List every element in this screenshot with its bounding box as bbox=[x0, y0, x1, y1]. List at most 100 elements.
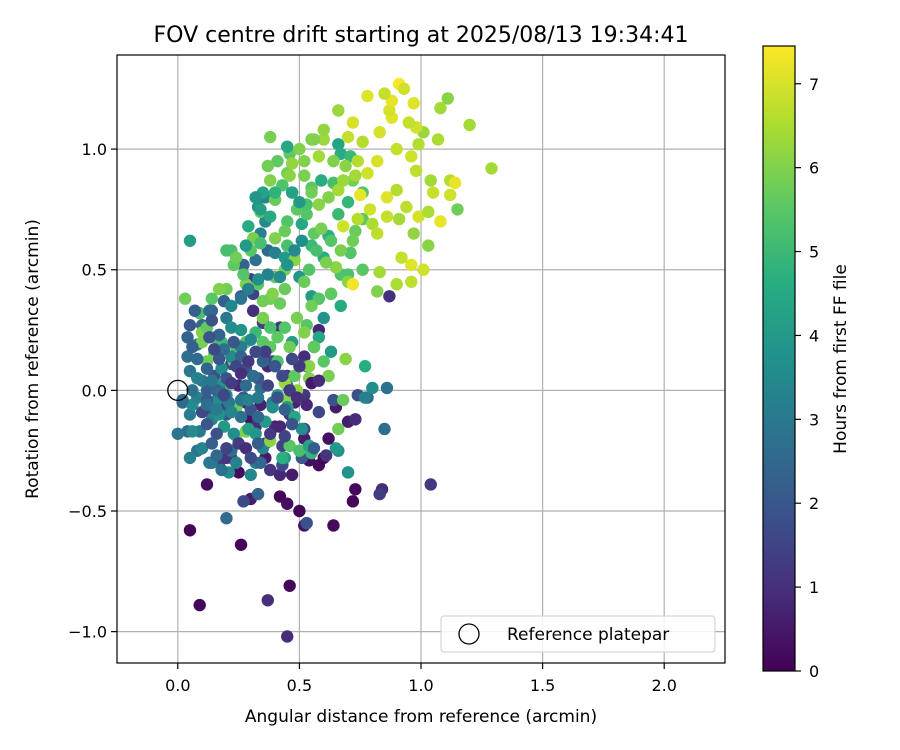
scatter-point bbox=[278, 321, 292, 334]
scatter-point bbox=[264, 210, 277, 223]
legend: Reference platepar bbox=[440, 615, 716, 653]
scatter-point bbox=[295, 234, 309, 247]
scatter-point bbox=[485, 162, 498, 175]
scatter-point bbox=[380, 381, 394, 395]
scatter-point bbox=[351, 212, 364, 226]
scatter-point bbox=[191, 352, 204, 366]
scatter-point bbox=[264, 321, 277, 334]
scatter-point bbox=[285, 157, 299, 170]
scatter-point bbox=[312, 150, 326, 163]
scatter-point bbox=[334, 244, 347, 257]
scatter-point bbox=[322, 432, 335, 445]
scatter-point bbox=[390, 142, 403, 156]
scatter-point bbox=[332, 104, 345, 117]
scatter-point bbox=[249, 427, 262, 440]
scatter-point bbox=[305, 299, 318, 313]
scatter-point bbox=[354, 188, 367, 202]
scatter-point bbox=[371, 227, 384, 240]
scatter-point bbox=[346, 278, 360, 291]
scatter-point bbox=[256, 335, 270, 349]
scatter-point bbox=[210, 427, 223, 440]
scatter-point bbox=[288, 369, 301, 383]
colorbar-tick-label: 1 bbox=[809, 578, 819, 597]
scatter-point bbox=[220, 311, 233, 325]
scatter-point bbox=[229, 456, 243, 469]
scatter-point bbox=[278, 282, 292, 296]
scatter-point bbox=[283, 340, 296, 354]
scatter-point bbox=[239, 239, 253, 252]
scatter-point bbox=[237, 495, 250, 508]
scatter-point bbox=[268, 232, 282, 245]
scatter-point bbox=[183, 524, 197, 537]
scatter-point bbox=[239, 442, 253, 455]
scatter-point bbox=[276, 369, 289, 383]
scatter-point bbox=[295, 217, 309, 231]
scatter-point bbox=[424, 174, 437, 187]
x-tick-label: 2.0 bbox=[651, 676, 676, 695]
scatter-point bbox=[407, 227, 420, 240]
scatter-point bbox=[281, 140, 294, 153]
scatter-point bbox=[200, 384, 214, 397]
scatter-point bbox=[422, 239, 435, 252]
chart-title: FOV centre drift starting at 2025/08/13 … bbox=[154, 23, 689, 48]
scatter-point bbox=[293, 142, 306, 156]
scatter-point bbox=[349, 413, 362, 426]
scatter-point bbox=[349, 483, 362, 496]
scatter-point bbox=[215, 463, 228, 477]
scatter-point bbox=[378, 422, 391, 436]
scatter-point bbox=[324, 287, 338, 301]
scatter-point bbox=[344, 246, 357, 260]
scatter-point bbox=[264, 174, 277, 187]
scatter-point bbox=[249, 345, 262, 358]
scatter-point bbox=[358, 360, 372, 373]
scatter-point bbox=[242, 220, 255, 233]
scatter-point bbox=[409, 164, 423, 178]
scatter-point bbox=[259, 345, 272, 358]
scatter-point bbox=[281, 497, 294, 510]
scatter-point bbox=[405, 258, 418, 272]
scatter-point bbox=[242, 355, 255, 368]
scatter-point bbox=[305, 186, 318, 199]
scatter-point bbox=[315, 174, 328, 187]
scatter-point bbox=[448, 176, 462, 190]
scatter-point bbox=[405, 150, 418, 163]
scatter-point bbox=[200, 398, 214, 412]
scatter-point bbox=[332, 208, 345, 221]
scatter-point bbox=[441, 92, 454, 105]
scatter-point bbox=[341, 130, 355, 144]
scatter-point bbox=[298, 169, 311, 182]
scatter-point bbox=[307, 133, 321, 146]
scatter-point bbox=[220, 512, 233, 525]
scatter-point bbox=[285, 352, 299, 366]
scatter-point bbox=[200, 362, 214, 375]
scatter-point bbox=[285, 186, 299, 199]
scatter-point bbox=[329, 442, 343, 455]
scatter-point bbox=[324, 234, 338, 247]
scatter-point bbox=[339, 159, 352, 173]
scatter-point bbox=[264, 463, 277, 477]
scatter-point bbox=[434, 101, 447, 115]
scatter-point bbox=[283, 439, 296, 453]
scatter-point bbox=[251, 273, 265, 286]
scatter-point bbox=[276, 451, 289, 465]
scatter-point bbox=[336, 220, 350, 233]
colorbar-tick-label: 7 bbox=[809, 75, 819, 94]
scatter-point bbox=[329, 261, 343, 274]
scatter-point bbox=[397, 82, 411, 95]
scatter-point bbox=[203, 331, 216, 344]
scatter-point bbox=[322, 191, 335, 204]
scatter-point bbox=[319, 449, 333, 462]
scatter-point bbox=[290, 311, 304, 325]
scatter-point bbox=[443, 188, 457, 202]
scatter-point bbox=[212, 328, 226, 342]
y-tick-label: 1.0 bbox=[82, 140, 107, 159]
scatter-point bbox=[237, 268, 250, 281]
scatter-point bbox=[234, 410, 248, 424]
scatter-point bbox=[332, 422, 345, 436]
scatter-point bbox=[383, 104, 396, 117]
scatter-point bbox=[244, 451, 257, 465]
scatter-point bbox=[383, 290, 396, 303]
scatter-point bbox=[210, 403, 223, 416]
scatter-point bbox=[317, 311, 330, 325]
colorbar-tick-label: 3 bbox=[809, 410, 819, 429]
